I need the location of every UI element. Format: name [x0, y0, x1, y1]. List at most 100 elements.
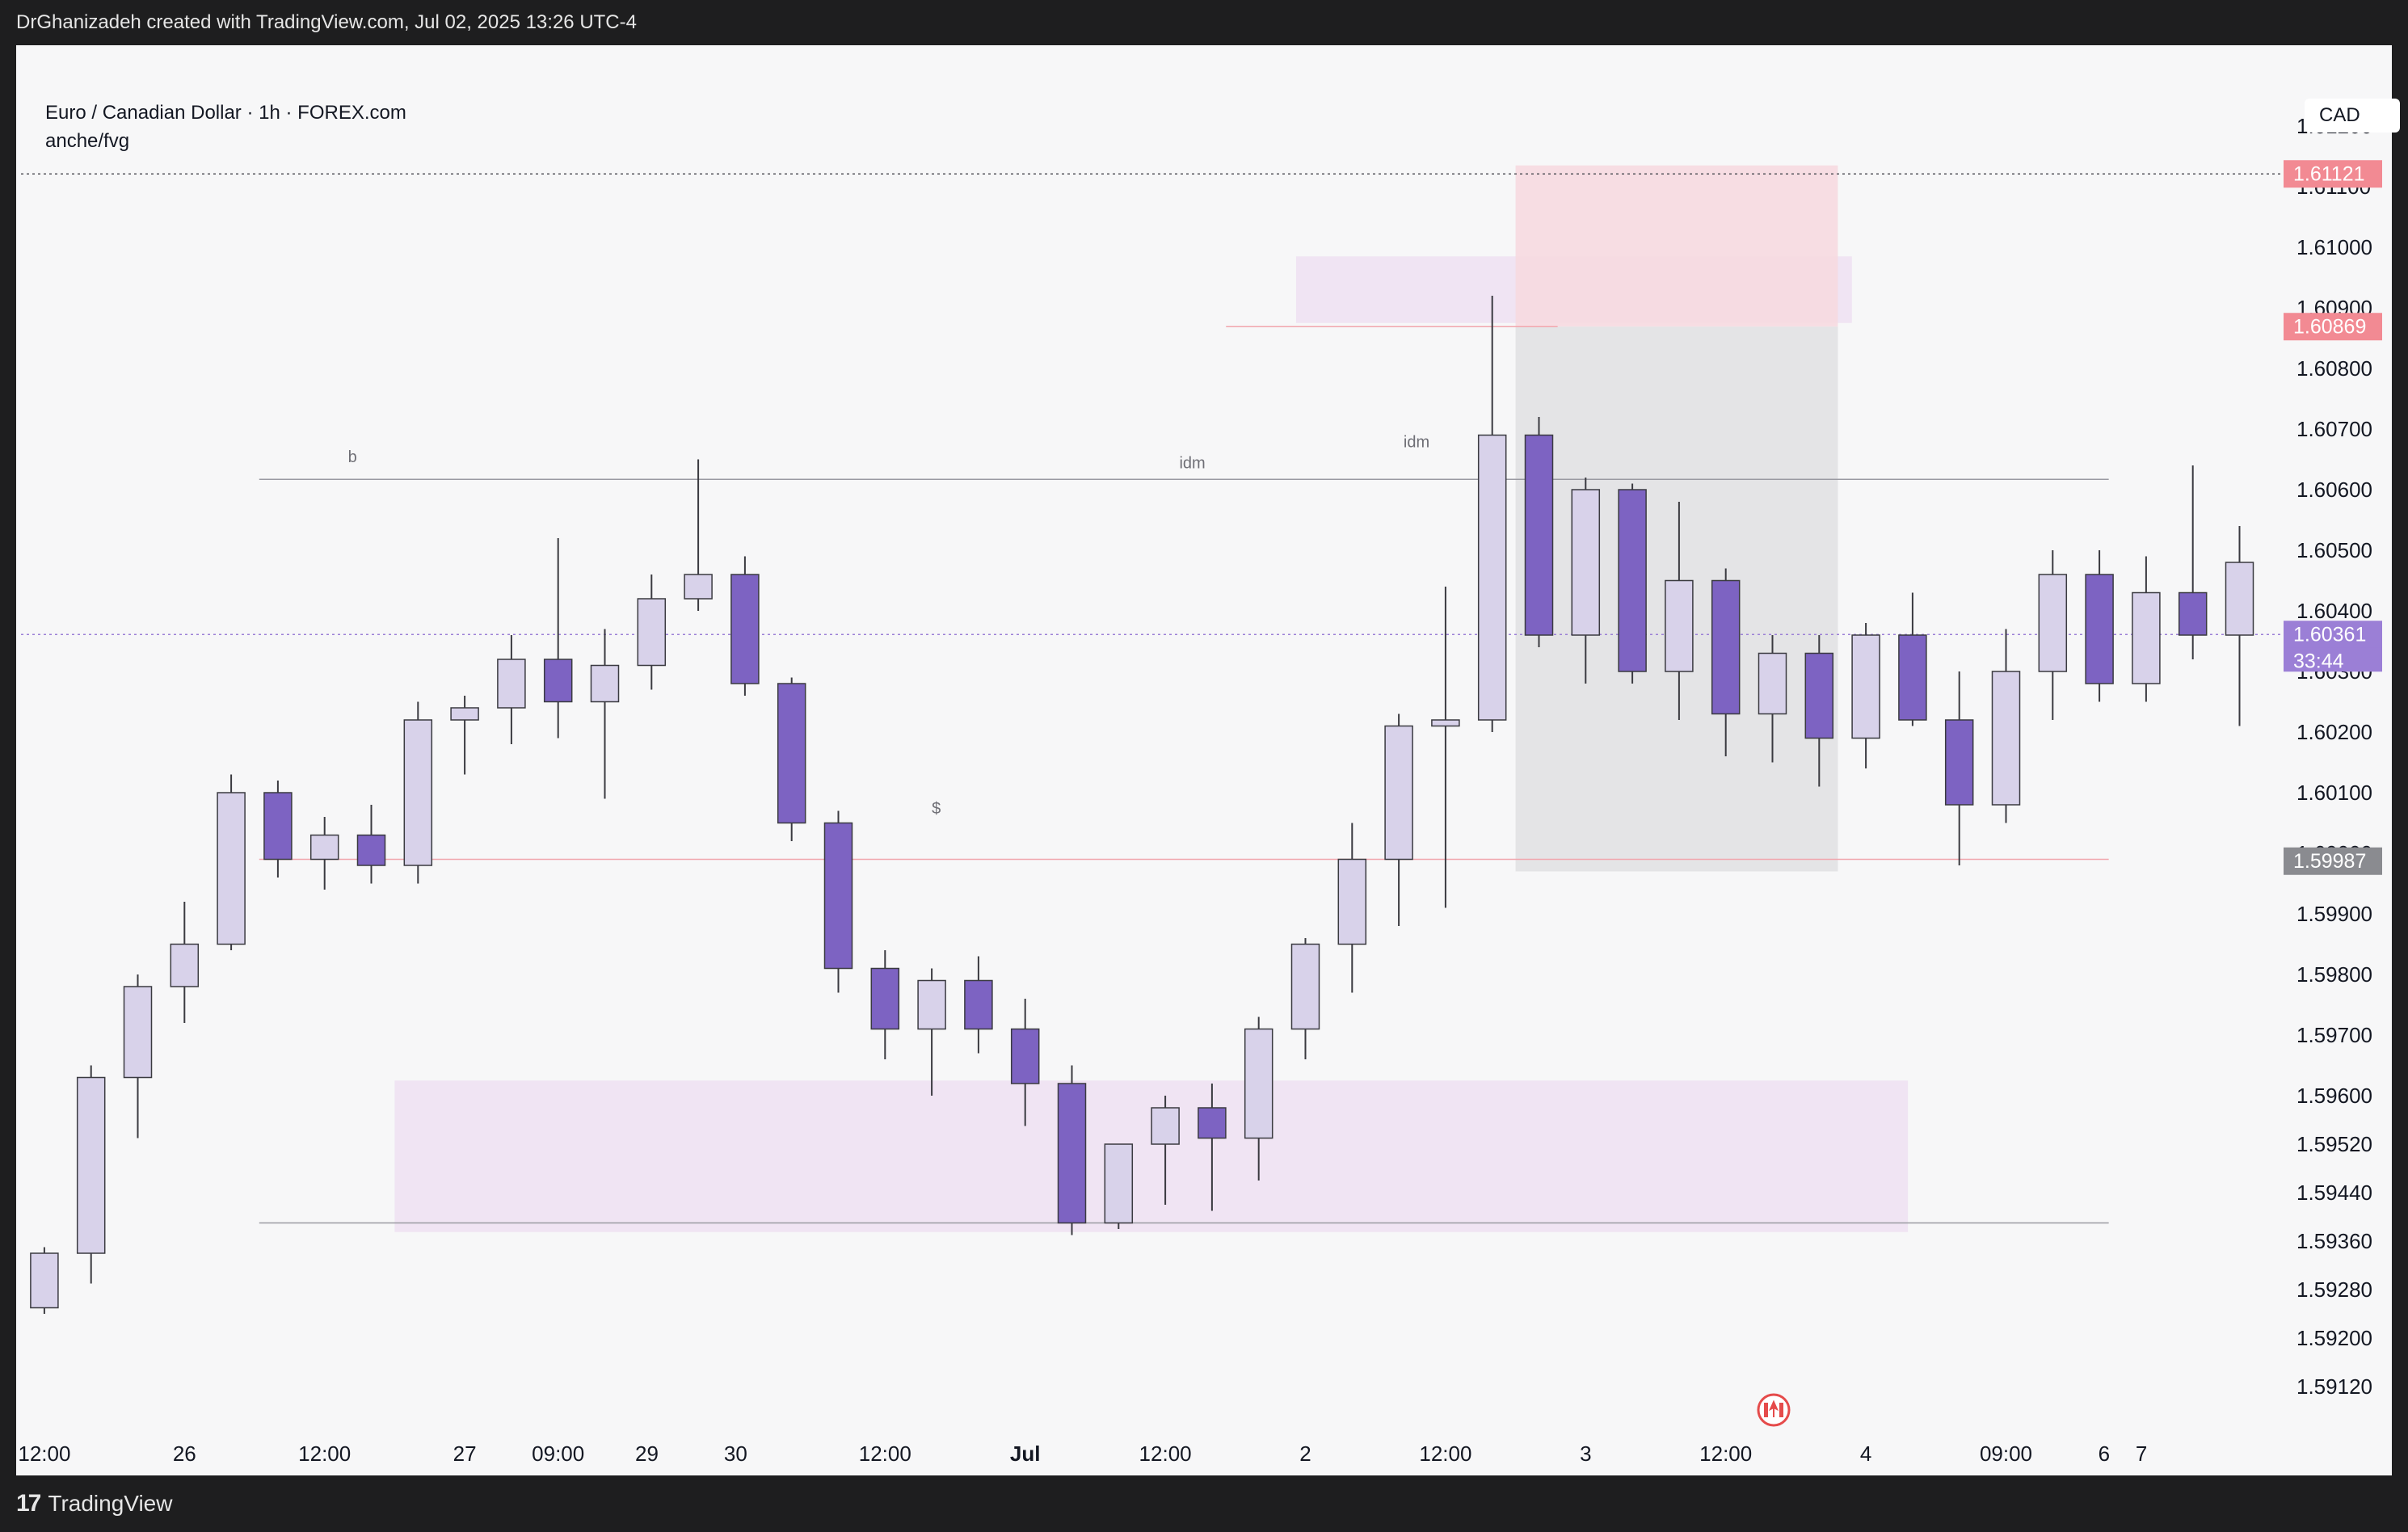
candle-body	[777, 683, 806, 824]
footer-brand: TradingView	[48, 1491, 173, 1516]
price-label-stop	[2284, 160, 2382, 188]
candle-body	[637, 598, 667, 667]
zone-short-risk	[1515, 165, 1838, 327]
time-tick-label: 12:00	[1699, 1442, 1752, 1466]
candle-body	[590, 664, 620, 703]
candle-body	[170, 943, 200, 987]
time-tick-label: 2	[1299, 1442, 1311, 1466]
candle-body	[1665, 579, 1694, 672]
zones-layer	[394, 165, 1909, 1232]
levels-layer	[21, 173, 2353, 1224]
chart-area[interactable]: b idm idm $ 1.612001.611001.610001.609001.6…	[16, 45, 2400, 1475]
price-tick-label: 1.60200	[2296, 720, 2372, 744]
candle-body	[1244, 1028, 1273, 1139]
footer: 17 TradingView	[0, 1475, 2408, 1532]
price-axis: 1.612001.611001.610001.609001.608001.607…	[2296, 114, 2372, 1399]
candle-body	[1524, 434, 1554, 636]
price-tick-label: 1.61000	[2296, 235, 2372, 259]
canada-flag-icon-leaf	[1768, 1399, 1779, 1417]
candle-body	[1384, 725, 1413, 861]
candle-body	[123, 986, 153, 1079]
annotation-label: idm	[1404, 433, 1429, 451]
price-label-last-text: 1.60361	[2293, 623, 2366, 646]
candle-body	[543, 659, 573, 703]
candle-body	[2178, 591, 2208, 636]
candle-body	[1851, 634, 1880, 739]
time-tick-label: 29	[635, 1442, 659, 1466]
candle-body	[1711, 579, 1741, 715]
time-tick-label: 12:00	[18, 1442, 70, 1466]
candle-body	[1057, 1083, 1087, 1224]
time-axis: 12:00 26 12:00 27 09:00 29 30 12:00 Jul 12:00 2 12:…	[18, 1442, 2147, 1466]
time-tick-label: 3	[1580, 1442, 1591, 1466]
time-tick-label: 09:00	[532, 1442, 584, 1466]
annotation-label: b	[348, 448, 357, 466]
time-tick-label: 30	[724, 1442, 747, 1466]
candle-body	[1198, 1107, 1227, 1139]
candle-body	[309, 834, 339, 861]
candle-body	[1151, 1107, 1180, 1145]
candle-body	[30, 1252, 59, 1309]
time-tick-label: 27	[453, 1442, 477, 1466]
time-tick-label: Jul	[1010, 1442, 1041, 1466]
candle-body	[2038, 574, 2068, 672]
time-tick-label: 12:00	[1419, 1442, 1471, 1466]
candle-body	[917, 979, 946, 1030]
symbol-title[interactable]: Euro / Canadian Dollar · 1h · FOREX.com	[45, 102, 406, 124]
canada-flag-icon[interactable]	[1757, 1393, 1791, 1427]
candle-body	[1804, 652, 1834, 739]
chart-attribution: DrGhanizadeh created with TradingView.co…	[16, 11, 637, 33]
price-label-countdown-text: 33:44	[2293, 650, 2344, 672]
price-tick-label: 1.59600	[2296, 1084, 2372, 1108]
price-label-last	[2284, 621, 2382, 649]
candle-body	[1010, 1028, 1040, 1084]
time-tick-label: 4	[1860, 1442, 1871, 1466]
candle-body	[2132, 591, 2161, 684]
price-label-countdown	[2284, 647, 2382, 672]
price-tick-label: 1.60500	[2296, 538, 2372, 562]
candlestick-chart[interactable]: b idm idm $ 1.612001.611001.610001.609001.6…	[16, 45, 2392, 1475]
candle-body	[2225, 562, 2254, 636]
candle-body	[730, 574, 760, 684]
price-labels-layer: 1.61121 1.60869 1.60361 33:44 1.59987	[2284, 160, 2382, 875]
canada-flag-icon-left	[1764, 1403, 1768, 1417]
price-tick-label: 1.59120	[2296, 1374, 2372, 1399]
candle-body	[1337, 858, 1367, 945]
price-tick-label: 1.59900	[2296, 902, 2372, 926]
price-label-target	[2284, 847, 2382, 875]
candle-body	[1944, 719, 1974, 806]
price-label-stop	[2284, 313, 2382, 341]
candle-body	[823, 822, 853, 970]
price-label-stop-text: 1.61121	[2293, 162, 2365, 185]
time-tick-label: 7	[2136, 1442, 2147, 1466]
candle-body	[1477, 434, 1507, 721]
candle-body	[870, 967, 900, 1030]
candle-body	[1290, 943, 1320, 1030]
indicator-title[interactable]: anche/fvg	[45, 130, 130, 152]
time-tick-label: 09:00	[1980, 1442, 2032, 1466]
currency-selector[interactable]: CAD	[2305, 99, 2400, 133]
candle-body	[684, 574, 713, 600]
time-tick-label: 12:00	[1139, 1442, 1192, 1466]
time-tick-label: 6	[2099, 1442, 2110, 1466]
price-label-stop-text: 1.60869	[2293, 315, 2366, 338]
candle-body	[964, 979, 993, 1030]
annotation-label: $	[932, 800, 941, 818]
annotation-label: idm	[1179, 455, 1205, 473]
price-label-target-text: 1.59987	[2293, 850, 2366, 873]
price-tick-label: 1.59280	[2296, 1277, 2372, 1302]
price-tick-label: 1.60700	[2296, 417, 2372, 441]
candle-body	[403, 719, 433, 866]
price-tick-label: 1.59520	[2296, 1132, 2372, 1156]
zone-fvg-low	[394, 1080, 1909, 1232]
price-tick-label: 1.59700	[2296, 1023, 2372, 1047]
price-tick-label: 1.59440	[2296, 1181, 2372, 1205]
price-tick-label: 1.59200	[2296, 1326, 2372, 1350]
candle-body	[1898, 634, 1927, 721]
price-tick-label: 1.59800	[2296, 962, 2372, 987]
price-tick-label: 1.59360	[2296, 1229, 2372, 1253]
candle-body	[497, 659, 526, 709]
candle-body	[356, 834, 386, 866]
price-tick-label: 1.60800	[2296, 356, 2372, 381]
candle-body	[2085, 574, 2114, 684]
